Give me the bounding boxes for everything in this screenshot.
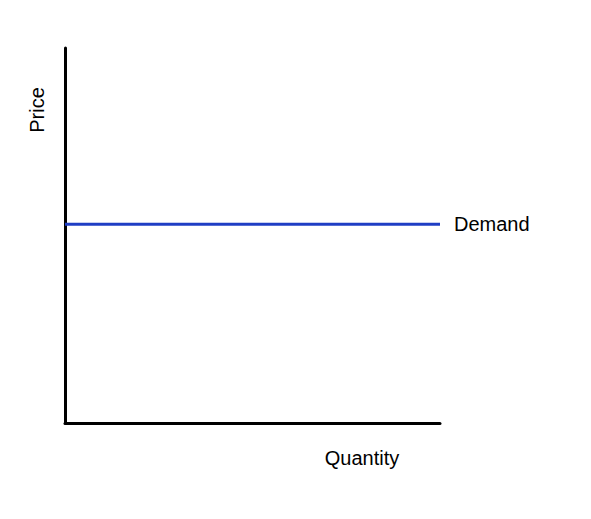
svg-text:Quantity: Quantity <box>325 447 399 469</box>
svg-text:Price: Price <box>26 87 48 133</box>
svg-text:Demand: Demand <box>454 213 530 235</box>
